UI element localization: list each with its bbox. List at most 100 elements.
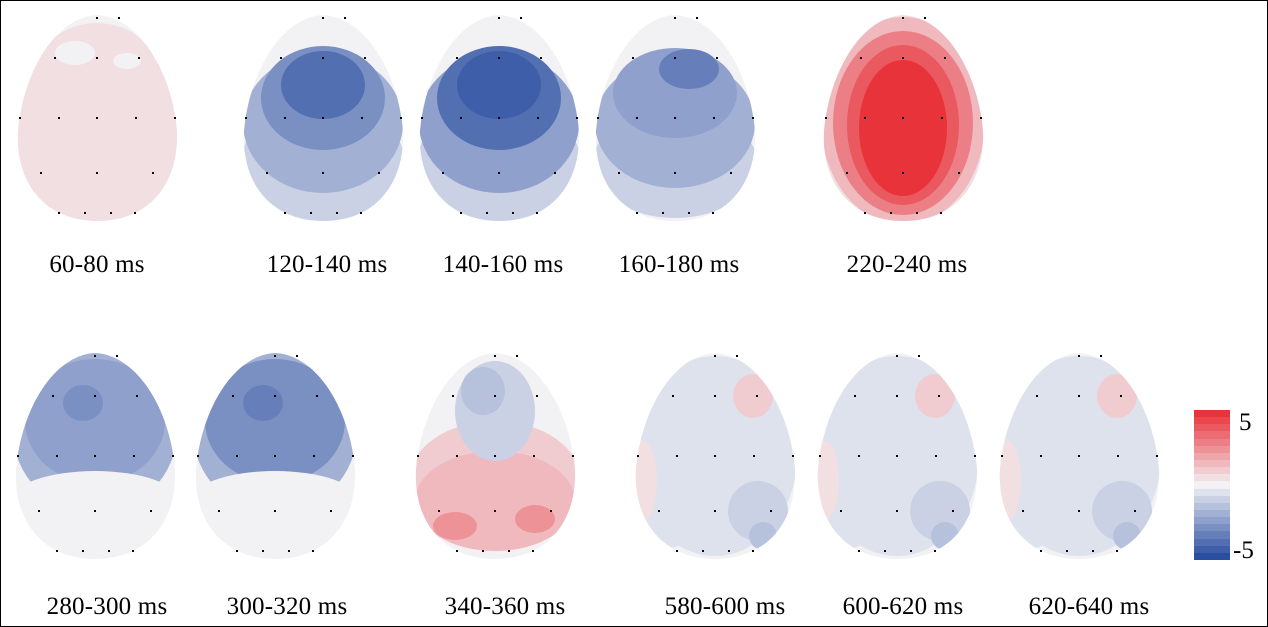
electrode-dot bbox=[637, 455, 639, 457]
electrode-dot bbox=[96, 117, 98, 119]
electrode-dot bbox=[274, 510, 276, 512]
electrode-dot bbox=[1040, 550, 1042, 552]
electrode-dot bbox=[94, 355, 96, 357]
electrode-dot bbox=[716, 57, 718, 59]
map-label: 620-640 ms bbox=[1028, 593, 1150, 620]
electrode-dot bbox=[924, 17, 926, 19]
electrode-dot bbox=[498, 172, 500, 174]
electrode-dot bbox=[858, 550, 860, 552]
electrode-dot bbox=[494, 355, 496, 357]
potential-contour bbox=[205, 359, 345, 483]
map-label: 140-160 ms bbox=[442, 251, 564, 278]
colorbar-segment bbox=[1194, 431, 1230, 440]
electrode-dot bbox=[696, 17, 698, 19]
electrode-dot bbox=[96, 172, 98, 174]
electrode-dot bbox=[974, 455, 976, 457]
electrode-dot bbox=[1078, 510, 1080, 512]
potential-contour bbox=[1001, 513, 1053, 549]
electrode-dot bbox=[714, 355, 716, 357]
electrode-dot bbox=[110, 212, 112, 214]
electrode-dot bbox=[884, 550, 886, 552]
electrode-dot bbox=[890, 212, 892, 214]
electrode-dot bbox=[712, 212, 714, 214]
electrode-dot bbox=[310, 212, 312, 214]
map-label: 340-360 ms bbox=[444, 593, 566, 620]
electrode-dot bbox=[532, 550, 534, 552]
electrode-dot bbox=[494, 510, 496, 512]
electrode-dot bbox=[322, 172, 324, 174]
potential-contour bbox=[1097, 374, 1137, 418]
topomap-svg bbox=[195, 353, 356, 559]
electrode-dot bbox=[980, 117, 982, 119]
electrode-dot bbox=[134, 212, 136, 214]
topomap-svg bbox=[419, 15, 580, 221]
electrode-dot bbox=[1022, 510, 1024, 512]
electrode-dot bbox=[736, 355, 738, 357]
electrode-dot bbox=[108, 550, 110, 552]
colorbar-segment bbox=[1194, 538, 1230, 547]
electrode-dot bbox=[676, 550, 678, 552]
electrode-dot bbox=[688, 212, 690, 214]
electrode-dot bbox=[714, 455, 716, 457]
electrode-dot bbox=[536, 212, 538, 214]
electrode-dot bbox=[94, 455, 96, 457]
topomap-300-320 bbox=[193, 351, 358, 561]
colorbar-min-label: -5 bbox=[1233, 537, 1254, 564]
electrode-dot bbox=[536, 395, 538, 397]
electrode-dot bbox=[958, 172, 960, 174]
electrode-dot bbox=[322, 117, 324, 119]
colorbar-segment bbox=[1194, 445, 1230, 454]
electrode-dot bbox=[1001, 455, 1003, 457]
topomap-600-620 bbox=[815, 351, 980, 561]
electrode-dot bbox=[288, 550, 290, 552]
topomap-60-80 bbox=[15, 13, 180, 223]
potential-contour bbox=[733, 374, 773, 418]
electrode-dot bbox=[940, 212, 942, 214]
electrode-dot bbox=[533, 455, 535, 457]
electrode-dot bbox=[1116, 550, 1118, 552]
electrode-dot bbox=[819, 455, 821, 457]
colorbar-segment bbox=[1194, 552, 1230, 561]
electrode-dot bbox=[17, 455, 19, 457]
colorbar bbox=[1194, 410, 1230, 561]
topomap-140-160 bbox=[417, 13, 582, 223]
electrode-dot bbox=[572, 455, 574, 457]
electrode-dot bbox=[116, 355, 118, 357]
potential-contour bbox=[1092, 481, 1152, 541]
electrode-dot bbox=[174, 117, 176, 119]
electrode-dot bbox=[1117, 455, 1119, 457]
map-label: 120-140 ms bbox=[266, 251, 388, 278]
potential-contour bbox=[728, 481, 788, 541]
electrode-dot bbox=[498, 17, 500, 19]
potential-contour bbox=[37, 23, 157, 123]
electrode-dot bbox=[460, 212, 462, 214]
electrode-dot bbox=[82, 550, 84, 552]
potential-contour bbox=[55, 41, 95, 65]
topomap-160-180 bbox=[593, 13, 758, 223]
potential-contour bbox=[243, 385, 283, 421]
electrode-dot bbox=[516, 355, 518, 357]
map-label: 580-600 ms bbox=[664, 593, 786, 620]
electrode-dot bbox=[941, 117, 943, 119]
electrode-dot bbox=[96, 17, 98, 19]
electrode-dot bbox=[56, 455, 58, 457]
electrode-dot bbox=[438, 510, 440, 512]
electrode-dot bbox=[378, 172, 380, 174]
electrode-dot bbox=[792, 455, 794, 457]
electrode-dot bbox=[952, 510, 954, 512]
electrode-dot bbox=[935, 455, 937, 457]
electrode-dot bbox=[896, 395, 898, 397]
electrode-dot bbox=[1100, 355, 1102, 357]
electrode-dot bbox=[864, 117, 866, 119]
electrode-dot bbox=[730, 172, 732, 174]
electrode-dot bbox=[1040, 455, 1042, 457]
electrode-dot bbox=[352, 455, 354, 457]
electrode-dot bbox=[152, 172, 154, 174]
electrode-dot bbox=[618, 172, 620, 174]
electrode-dot bbox=[56, 550, 58, 552]
electrode-dot bbox=[132, 550, 134, 552]
potential-contour bbox=[515, 505, 555, 533]
potential-contour bbox=[113, 53, 141, 69]
electrode-dot bbox=[854, 395, 856, 397]
electrode-dot bbox=[313, 455, 315, 457]
